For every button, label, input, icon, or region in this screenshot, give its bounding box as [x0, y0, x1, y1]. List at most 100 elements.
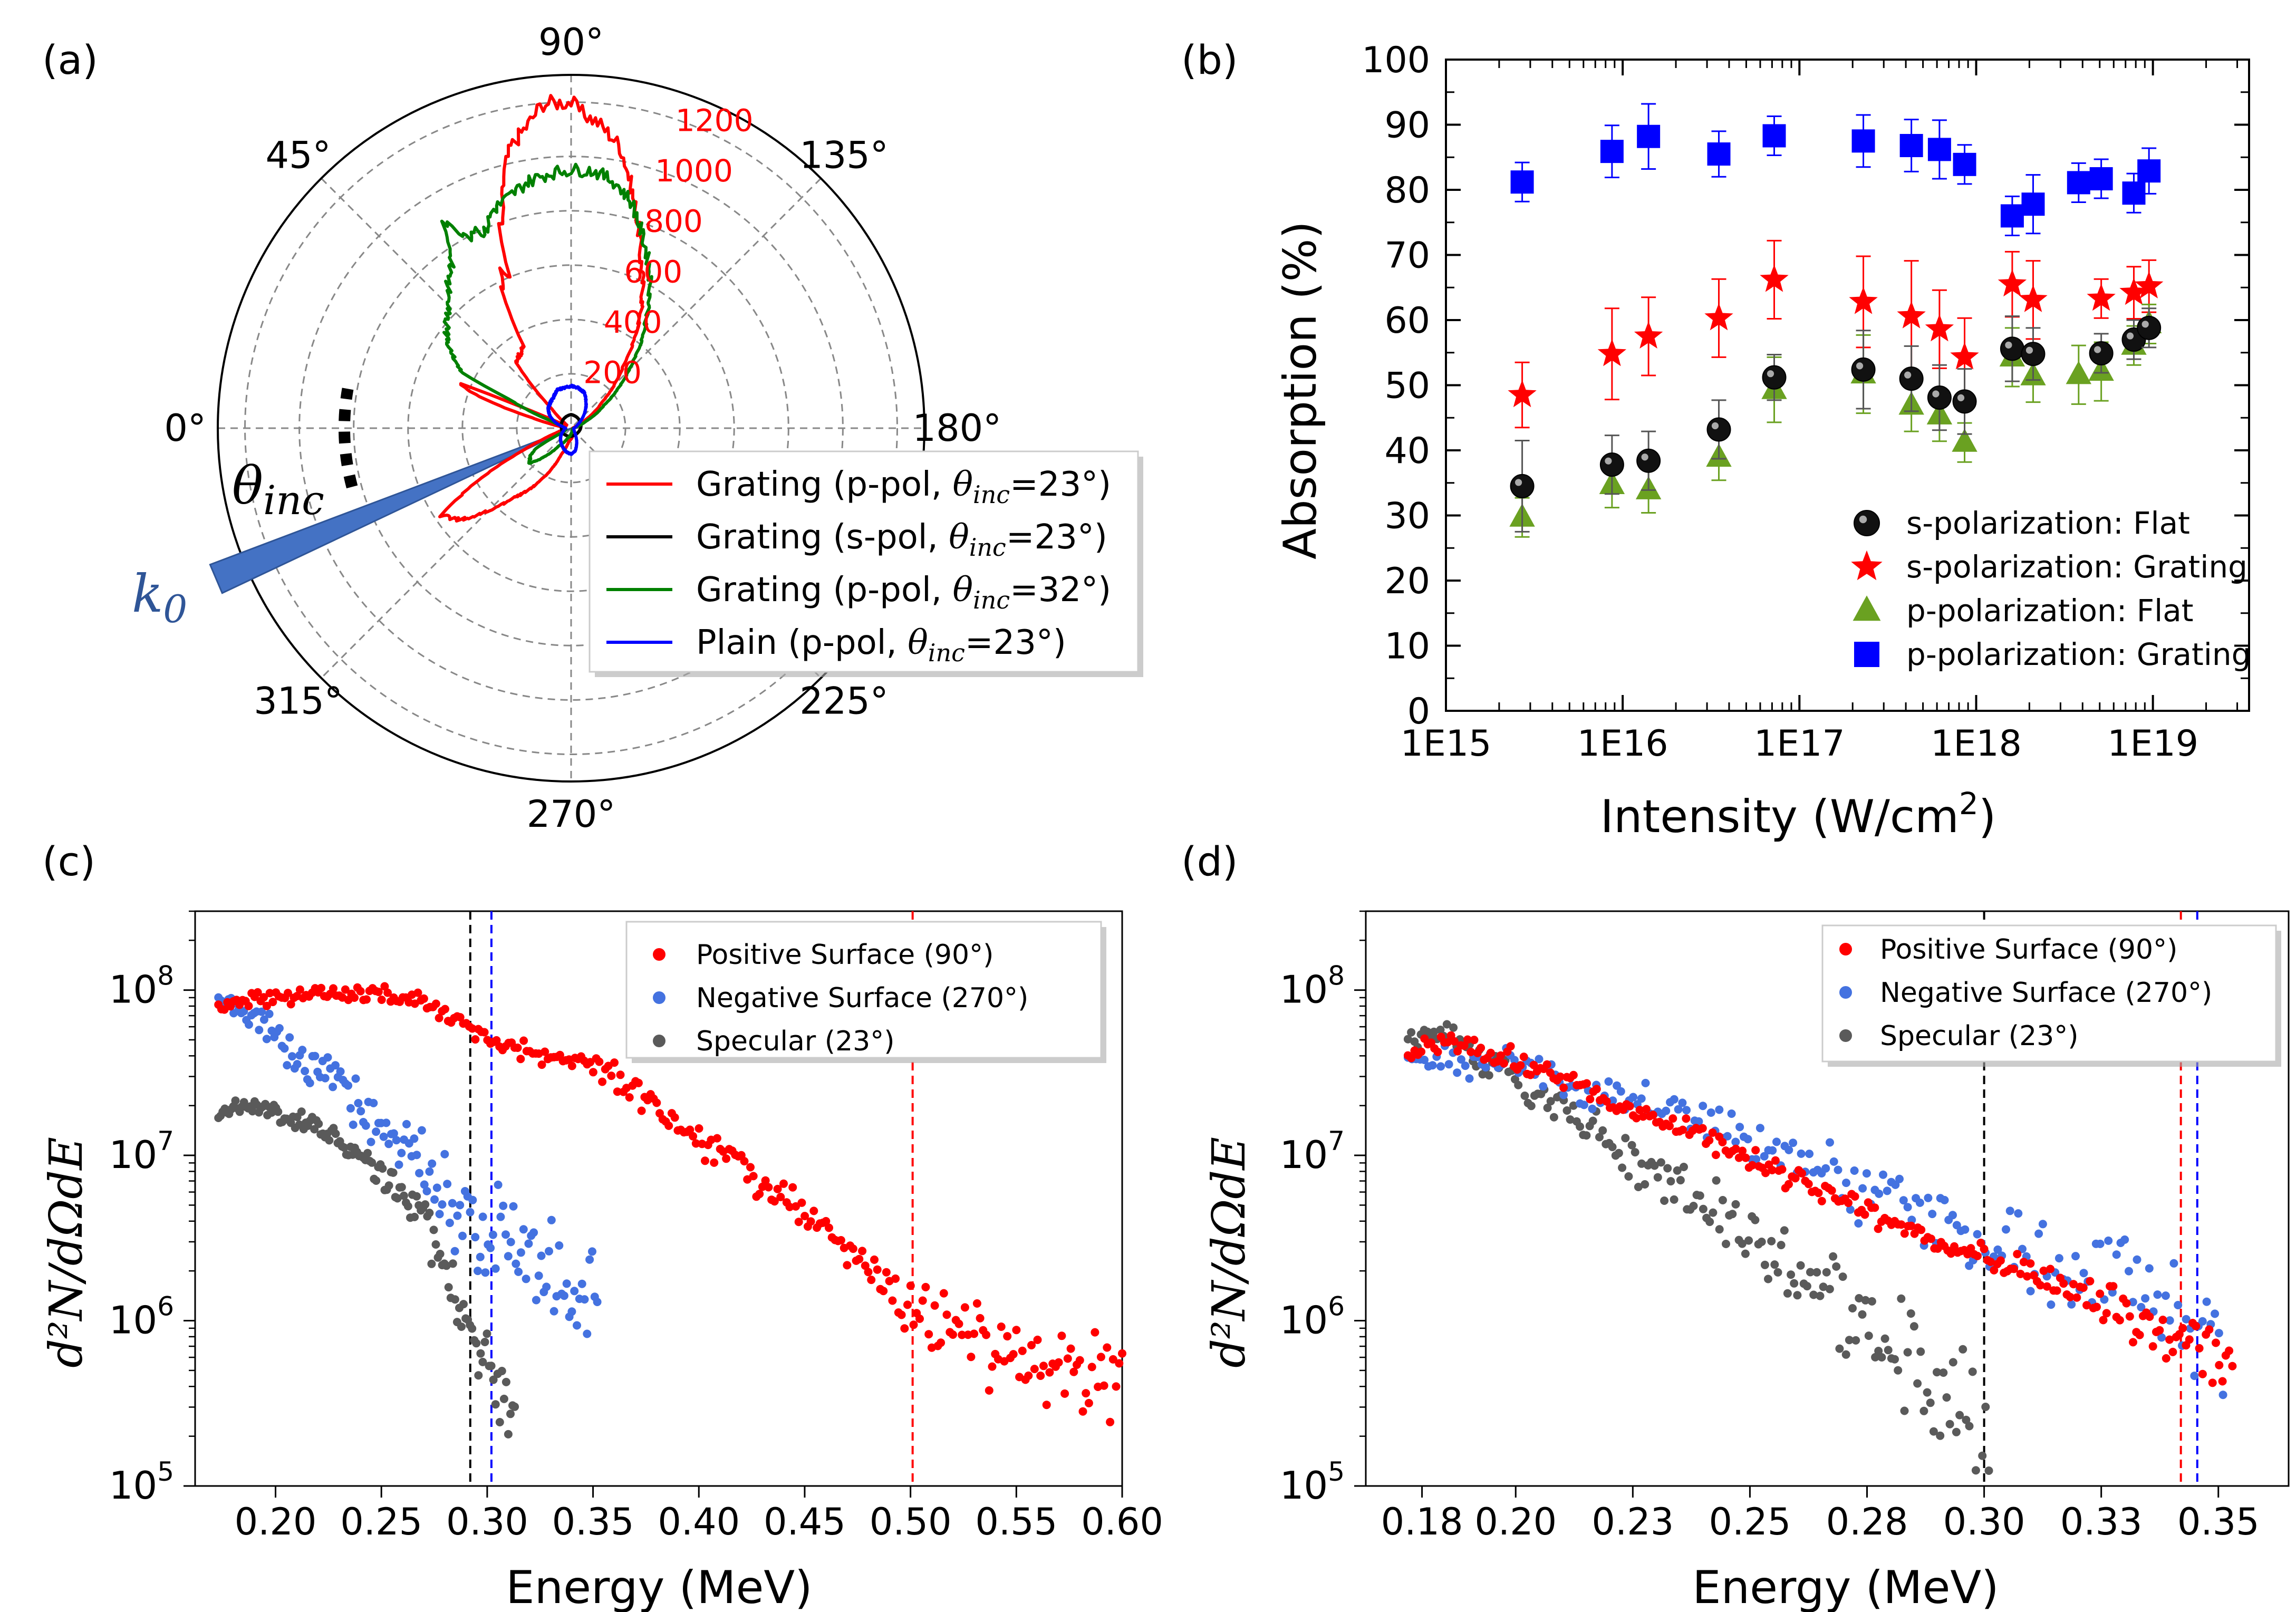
data-point [2014, 1209, 2023, 1218]
data-point [1598, 1126, 1607, 1135]
legend-prefix: Grating (s-pol, [696, 518, 949, 557]
data-point-s-polarization-flat-3-highlight [1711, 422, 1719, 430]
absorption-y-axis-label: Absorption (%) [1274, 221, 1327, 559]
data-point [504, 1252, 513, 1261]
data-point [924, 1330, 933, 1339]
panel-a-polar-plot: (a) 200 400 600 800 1000 1200 0° 45° 90° 135° 180… [42, 21, 1143, 836]
panel-c-label: (c) [42, 838, 95, 885]
panel-b-label: (b) [1181, 36, 1238, 83]
data-point [2215, 1360, 2224, 1369]
data-point [2169, 1259, 2178, 1268]
data-point [259, 993, 268, 1002]
data-point [501, 1230, 510, 1239]
data-point [758, 1182, 767, 1191]
y-tick-exp: 7 [157, 1126, 174, 1156]
legend-label-positive-surface-90: Positive Surface (90°) [696, 939, 993, 971]
data-point [2071, 1252, 2080, 1261]
data-point [1407, 1028, 1416, 1037]
data-point [431, 1240, 440, 1249]
y-tick-exp: 6 [1328, 1291, 1345, 1322]
data-point [1689, 1202, 1698, 1210]
y-tick-exp: 7 [1328, 1126, 1345, 1156]
data-point [481, 1268, 490, 1277]
data-point [1877, 1353, 1886, 1362]
y-tick-exp: 6 [157, 1291, 174, 1322]
data-point [2137, 1302, 2146, 1311]
data-point [1709, 1208, 1718, 1217]
data-point-s-polarization-grating-7 [1925, 314, 1954, 342]
data-point [356, 1107, 365, 1116]
legend-label-negative-surface-270: Negative Surface (270°) [696, 982, 1028, 1014]
data-point [1075, 1356, 1084, 1365]
data-point [634, 1078, 643, 1087]
data-point [2182, 1315, 2191, 1324]
y-tick-label: 50 [1384, 365, 1430, 407]
data-point [1845, 1336, 1854, 1345]
data-point [567, 1061, 576, 1070]
data-point-s-polarization-flat-4-highlight [1767, 370, 1774, 378]
absorption-plot-area: 0 10 20 30 40 50 60 70 80 90 100 1E15 1E16 1E17 1E18 1E… [1362, 40, 2251, 765]
data-point [1087, 1363, 1096, 1372]
data-point [1009, 1350, 1018, 1359]
data-point [1676, 1176, 1685, 1185]
y-tick-label-1e5: 105 [109, 1456, 174, 1508]
data-point [1559, 1090, 1568, 1099]
data-point [1973, 1230, 1982, 1239]
data-point [1986, 1258, 1995, 1266]
data-point [413, 988, 422, 997]
data-point [1559, 1083, 1568, 1092]
data-point [1722, 1240, 1730, 1248]
data-point [960, 1303, 969, 1312]
data-point [1767, 1237, 1776, 1246]
data-point [1045, 1368, 1054, 1377]
y-tick-label-1e8: 108 [109, 961, 174, 1012]
data-point [722, 1154, 731, 1163]
data-point [2100, 1295, 2109, 1304]
data-point [1033, 1335, 1042, 1344]
data-point [1772, 1137, 1781, 1146]
data-point [245, 1020, 253, 1029]
data-point [349, 1121, 358, 1129]
data-point [472, 1339, 481, 1348]
data-point [1805, 1150, 1814, 1159]
data-point [456, 1201, 465, 1210]
data-point [2211, 1309, 2220, 1318]
data-point [495, 1418, 504, 1426]
data-point [864, 1268, 873, 1277]
data-point [483, 1329, 491, 1338]
data-point [1604, 1077, 1613, 1086]
data-point [425, 1167, 434, 1176]
data-point [504, 1430, 513, 1439]
data-point [921, 1282, 930, 1291]
data-point [480, 1028, 489, 1037]
data-point [1768, 1166, 1777, 1174]
data-point [903, 1300, 912, 1309]
laser-wedge [209, 427, 572, 594]
data-point [1798, 1169, 1807, 1178]
data-point [1699, 1102, 1707, 1111]
data-point [785, 1202, 794, 1211]
data-point [1961, 1225, 1970, 1234]
data-point [519, 1036, 528, 1045]
polar-series-plain-p-pol-23 [546, 383, 588, 456]
data-point [506, 1238, 515, 1247]
data-point [909, 1320, 918, 1329]
data-point [513, 1044, 522, 1052]
data-point-p-polarization-grating-8 [1953, 152, 1976, 176]
data-point [585, 1255, 594, 1264]
data-point [1894, 1366, 1903, 1375]
data-point [982, 1330, 991, 1339]
data-point [466, 1208, 475, 1217]
data-point [1919, 1406, 1928, 1415]
data-point [443, 1180, 452, 1189]
data-point [637, 1106, 646, 1115]
data-point [412, 1192, 421, 1201]
data-point [1576, 1122, 1585, 1131]
legend-label-specular-23: Specular (23°) [1880, 1020, 2079, 1052]
data-point [1519, 1053, 1528, 1061]
data-point [1984, 1466, 1993, 1475]
data-point [1821, 1164, 1830, 1173]
data-point [1838, 1272, 1847, 1281]
data-point [2122, 1299, 2131, 1308]
